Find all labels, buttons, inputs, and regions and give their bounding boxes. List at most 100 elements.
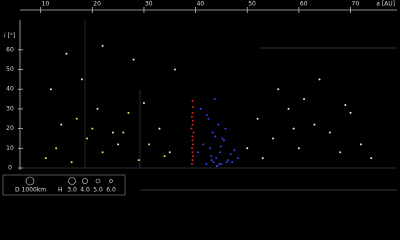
magnitude-legend-title: H xyxy=(58,187,63,194)
point xyxy=(344,103,347,106)
point xyxy=(91,127,94,130)
point xyxy=(197,151,200,154)
point xyxy=(236,157,239,160)
point xyxy=(191,135,194,138)
point xyxy=(65,52,68,55)
point xyxy=(233,149,236,152)
point xyxy=(214,135,217,138)
point xyxy=(86,137,89,140)
point xyxy=(192,155,195,158)
y-tick-label: 20 xyxy=(6,125,14,132)
point xyxy=(256,117,259,120)
point xyxy=(190,147,193,150)
x-tick-label: 60 xyxy=(300,1,308,8)
point xyxy=(96,107,99,110)
point xyxy=(70,161,73,164)
y-tick-label: 10 xyxy=(6,145,14,152)
magnitude-label: 5.0 xyxy=(93,187,103,194)
point xyxy=(132,58,135,61)
point xyxy=(220,163,223,166)
chart: a [AU] i [°] D 1000km H 10 20 30 40 50 60 70 0 1… xyxy=(2,0,397,196)
magnitude-label: 3.0 xyxy=(67,187,77,194)
point xyxy=(191,100,194,103)
point xyxy=(142,102,145,104)
magnitude-marker xyxy=(68,177,76,185)
y-tick-label: 60 xyxy=(6,46,14,53)
point xyxy=(49,88,52,91)
point xyxy=(207,117,210,120)
point xyxy=(370,157,373,160)
point xyxy=(217,123,220,126)
point xyxy=(261,157,264,160)
point xyxy=(148,143,151,146)
point xyxy=(215,165,218,168)
legend-box xyxy=(2,174,126,196)
y-tick-label: 50 xyxy=(6,66,14,73)
magnitude-marker xyxy=(109,179,113,183)
point xyxy=(163,155,166,158)
point xyxy=(111,131,114,134)
y-tick-label: 30 xyxy=(6,105,14,112)
point xyxy=(173,68,176,71)
point xyxy=(205,113,208,116)
magnitude-marker xyxy=(95,178,101,184)
point xyxy=(303,98,306,101)
point xyxy=(339,151,342,154)
point xyxy=(219,145,222,148)
point xyxy=(231,161,234,164)
point xyxy=(192,143,195,146)
point xyxy=(101,44,104,47)
point xyxy=(318,78,321,81)
point xyxy=(297,147,300,150)
point xyxy=(277,88,280,91)
point xyxy=(225,161,228,164)
point xyxy=(192,105,195,108)
point xyxy=(55,147,58,150)
point xyxy=(60,123,63,126)
x-tick-label: 30 xyxy=(145,1,153,8)
point xyxy=(192,131,195,134)
x-tick-label: 10 xyxy=(42,1,50,8)
x-tick-label: 70 xyxy=(352,1,360,8)
point xyxy=(192,119,195,122)
point xyxy=(292,127,295,130)
point xyxy=(229,153,232,156)
point xyxy=(190,115,193,118)
point xyxy=(158,127,161,130)
point xyxy=(211,131,214,134)
point xyxy=(44,157,47,160)
point xyxy=(199,107,202,110)
point xyxy=(191,159,194,162)
y-axis-title: i [°] xyxy=(4,33,15,40)
point xyxy=(117,143,120,146)
size-legend-marker xyxy=(25,176,35,186)
point xyxy=(349,111,352,114)
point xyxy=(227,159,230,162)
magnitude-label: 4.0 xyxy=(80,187,90,194)
point xyxy=(212,161,215,164)
point xyxy=(191,111,194,114)
point xyxy=(210,155,213,158)
point xyxy=(328,131,331,134)
point xyxy=(191,151,194,154)
x-tick-label: 50 xyxy=(248,1,256,8)
magnitude-label: 6.0 xyxy=(106,187,116,194)
point xyxy=(191,123,194,126)
point xyxy=(191,139,194,142)
point xyxy=(190,127,193,130)
point xyxy=(359,143,362,146)
x-tick-label: 20 xyxy=(93,1,101,8)
point xyxy=(218,163,221,166)
point xyxy=(313,123,316,126)
point xyxy=(75,117,78,120)
point xyxy=(210,159,213,162)
x-axis-title: a [AU] xyxy=(376,1,395,8)
point xyxy=(218,151,221,154)
point xyxy=(168,151,171,154)
point xyxy=(224,127,227,130)
point xyxy=(215,157,218,160)
point xyxy=(101,151,104,154)
point xyxy=(222,139,225,142)
y-tick-label: 40 xyxy=(6,86,14,93)
x-tick-label: 40 xyxy=(197,1,205,8)
